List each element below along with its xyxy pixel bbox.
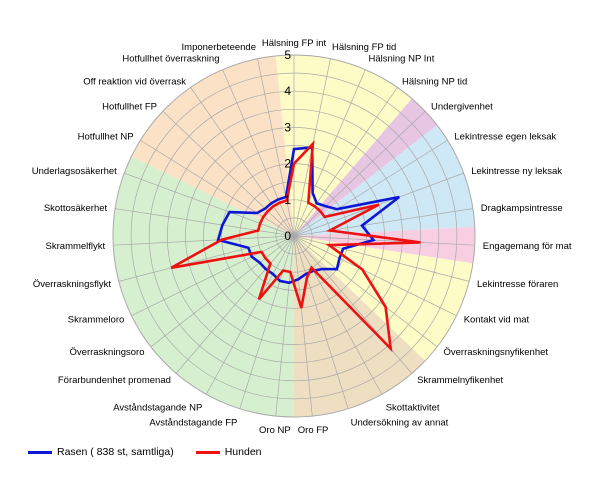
category-label-2: Hälsning NP Int (369, 53, 435, 64)
tick-label-4: 4 (284, 84, 291, 98)
grid-spoke-21 (131, 235, 295, 317)
grid-spoke-24 (115, 208, 295, 237)
category-label-18: Avståndstagande NP (113, 402, 202, 413)
legend-label-rasen: Rasen ( 838 st, samtliga) (57, 446, 174, 458)
category-label-12: Skrammelnyfikenhet (417, 375, 503, 386)
radial-tick-labels: 0 1 2 3 4 5 (284, 48, 291, 243)
legend-item-rasen: Rasen ( 838 st, samtliga) (28, 446, 174, 458)
category-label-15: Oro FP (298, 425, 329, 436)
category-label-30: Imponerbeteende (182, 42, 256, 53)
category-label-0: Hälsning FP int (262, 38, 327, 49)
legend-swatch-rasen (28, 450, 52, 454)
sector-7 (131, 55, 294, 237)
grid-spoke-17 (239, 235, 295, 409)
category-label-29: Hotfullhet överraskning (122, 53, 219, 64)
series-line-1 (170, 140, 421, 353)
sector-6 (113, 156, 294, 417)
category-label-17: Avståndstagande FP (149, 417, 237, 428)
grid-spoke-20 (150, 235, 295, 348)
grid-spoke-4 (293, 111, 426, 237)
grid-spoke-18 (205, 235, 295, 395)
category-label-11: Överraskningsnyfikenhet (444, 347, 549, 358)
tick-label-1: 1 (284, 193, 291, 207)
grid-spoke-26 (140, 139, 295, 237)
tick-label-3: 3 (284, 120, 291, 134)
category-label-13: Skottaktivitet (386, 402, 440, 413)
legend: Rasen ( 838 st, samtliga) Hunden (28, 446, 284, 458)
legend-swatch-hunden (195, 450, 220, 454)
tick-label-2: 2 (284, 157, 291, 171)
series-lines (170, 140, 421, 353)
sector-5 (294, 236, 426, 417)
grid-spoke-23 (113, 235, 295, 246)
category-label-3: Hälsning NP tid (402, 76, 467, 87)
grid-spoke-25 (124, 172, 295, 237)
category-label-21: Skrammeloro (68, 315, 125, 326)
legend-item-hunden: Hunden (195, 446, 262, 458)
grid-spoke-7 (293, 208, 473, 237)
grid-spoke-9 (293, 235, 470, 282)
grid-spoke-8 (293, 235, 475, 246)
category-label-27: Hotfullhet FP (102, 101, 157, 112)
grid-spoke-2 (293, 69, 366, 237)
category-label-28: Off reaktion vid överrask (83, 76, 186, 87)
grid-spoke-3 (293, 87, 398, 237)
category-label-1: Hälsning FP tid (332, 42, 396, 53)
grid-spoke-19 (175, 235, 295, 374)
category-label-24: Skottosäkerhet (44, 203, 108, 214)
category-label-14: Undersökning av annat (351, 417, 449, 428)
grid-spoke-30 (257, 58, 295, 237)
radar-grid (112, 54, 476, 418)
category-label-4: Undergivenhet (431, 101, 493, 112)
grid-spoke-29 (222, 69, 295, 237)
grid-spoke-28 (190, 87, 295, 237)
category-label-16: Oro NP (259, 425, 291, 436)
category-label-7: Dragkampsintresse (481, 203, 563, 214)
category-label-6: Lekintresse ny leksak (471, 166, 562, 177)
grid-spoke-27 (162, 111, 295, 237)
grid-spoke-22 (118, 235, 295, 282)
grid-spoke-12 (293, 235, 413, 374)
legend-label-hunden: Hunden (224, 446, 262, 458)
grid-spoke-10 (293, 235, 457, 317)
grid-spoke-15 (293, 235, 313, 417)
category-label-10: Kontakt vid mat (464, 315, 530, 326)
category-label-5: Lekintresse egen leksak (454, 132, 556, 143)
grid-spoke-5 (293, 139, 448, 237)
grid-spoke-16 (275, 235, 295, 417)
category-label-9: Lekintresse föraren (477, 279, 558, 290)
category-label-25: Underlagsosäkerhet (32, 166, 117, 177)
category-label-22: Överraskningsflykt (33, 279, 111, 290)
grid-spoke-11 (293, 235, 438, 348)
category-label-23: Skrammelflykt (46, 241, 106, 252)
category-label-19: Förarbundenhet promenad (58, 375, 171, 386)
grid-spoke-14 (293, 235, 349, 409)
sector-3 (294, 226, 476, 264)
tick-label-0: 0 (284, 229, 291, 243)
category-label-8: Engagemang för mat (483, 241, 572, 252)
tick-label-5: 5 (284, 48, 291, 62)
category-label-26: Hotfullhet NP (78, 132, 134, 143)
grid-spoke-13 (293, 235, 383, 395)
category-label-20: Överraskningsoro (70, 347, 145, 358)
